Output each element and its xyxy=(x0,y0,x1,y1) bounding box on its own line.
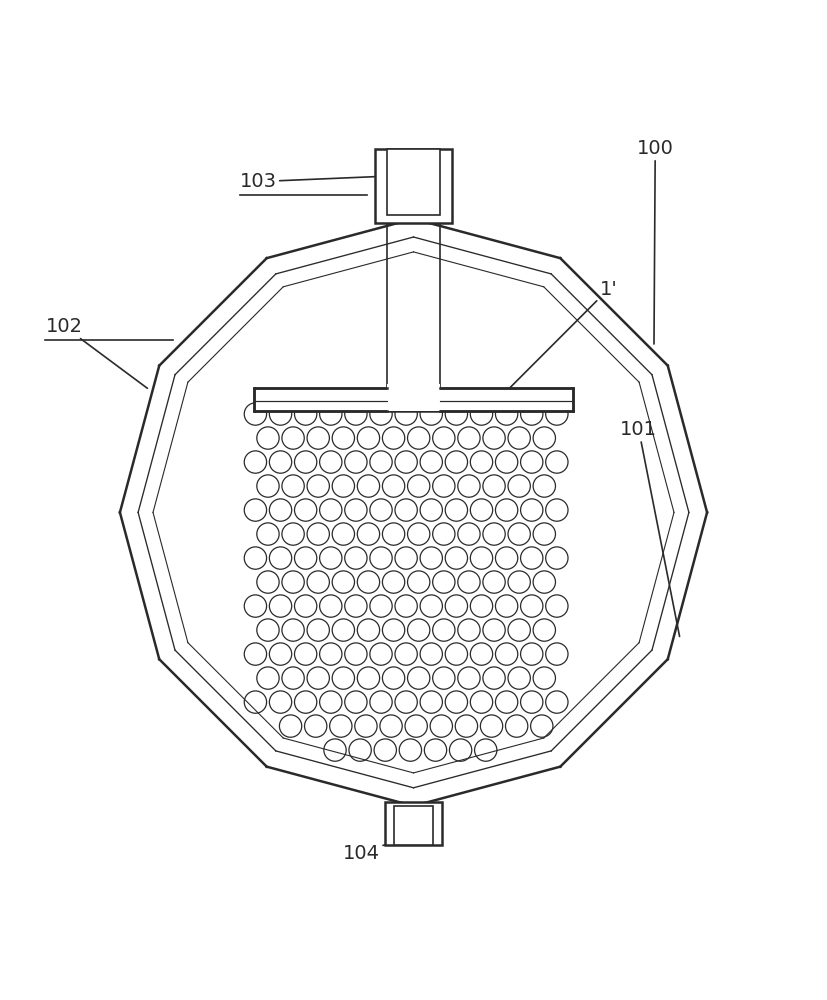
Bar xyxy=(387,149,440,215)
Bar xyxy=(387,384,440,411)
Text: 103: 103 xyxy=(240,172,375,191)
Text: 101: 101 xyxy=(620,420,680,636)
Text: 1': 1' xyxy=(501,280,617,397)
Text: 104: 104 xyxy=(343,833,414,863)
Bar xyxy=(394,806,433,845)
Text: 100: 100 xyxy=(637,139,674,344)
Bar xyxy=(385,802,442,845)
Bar xyxy=(255,388,572,411)
Text: 102: 102 xyxy=(45,317,147,388)
Bar xyxy=(375,149,452,223)
